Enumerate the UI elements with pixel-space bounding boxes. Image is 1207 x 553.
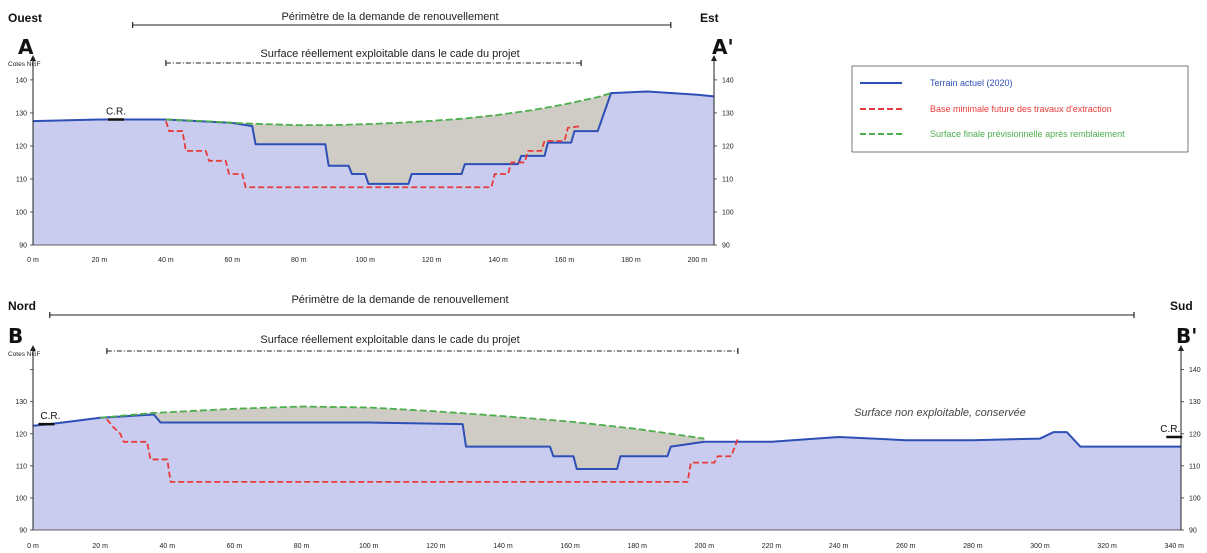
x-tick-label: 60 m xyxy=(227,543,243,550)
x-tick-label: 200 m xyxy=(695,543,715,550)
x-tick-label: 180 m xyxy=(627,543,647,550)
legend-box xyxy=(851,65,1189,153)
x-tick-label: 120 m xyxy=(422,257,442,264)
x-tick-label: 20 m xyxy=(92,257,108,264)
ground-fill xyxy=(33,91,714,245)
profile-b-cr-label-2: C.R. xyxy=(1160,424,1180,435)
x-tick-label: 160 m xyxy=(555,257,575,264)
x-tick-label: 280 m xyxy=(963,543,983,550)
x-tick-label: 200 m xyxy=(688,257,708,264)
x-tick-label: 100 m xyxy=(355,257,375,264)
x-tick-label: 140 m xyxy=(493,543,513,550)
terrain-line xyxy=(32,90,715,185)
terrain-line xyxy=(32,413,1181,471)
final-surface-line xyxy=(100,405,705,440)
profile-a-fills xyxy=(33,91,714,245)
y-tick-label-right: 120 xyxy=(1189,431,1201,438)
y-tick-label-left: 110 xyxy=(16,176,27,183)
y-tick-label-right: 90 xyxy=(1189,528,1197,535)
x-tick-label: 160 m xyxy=(560,543,580,550)
y-tick-label-left: 110 xyxy=(16,463,27,470)
y-tick-label-left: 90 xyxy=(19,528,27,535)
profile-a-perimeter-label: Périmètre de la demande de renouvellemen… xyxy=(281,11,498,23)
y-tick-label-left: 120 xyxy=(15,143,27,150)
profile-b-perimeter-label: Périmètre de la demande de renouvellemen… xyxy=(291,294,508,306)
profile-b-cr-label-1: C.R. xyxy=(40,411,60,422)
extraction-base-line xyxy=(165,120,582,189)
profile-a-lines xyxy=(32,90,715,189)
y-tick-label-left: 100 xyxy=(15,495,27,502)
profile-b-lines xyxy=(32,405,1181,483)
profile-a-label-left: A xyxy=(18,35,34,59)
y-tick-label-left: 130 xyxy=(15,399,27,406)
profile-b-axes: 90 90 100 100 110 110 120 120 130 130 140 0 m 20 m 40… xyxy=(15,312,1201,550)
x-tick-label: 120 m xyxy=(426,543,446,550)
profile-a-dir-right: Est xyxy=(700,11,719,25)
ground-fill xyxy=(33,414,1181,530)
y-tick-label-right: 140 xyxy=(722,77,734,84)
x-tick-label: 220 m xyxy=(762,543,782,550)
profile-b-label-left: B xyxy=(8,324,23,348)
profile-b-annotation: Surface non exploitable, conservée xyxy=(854,407,1026,419)
legend-label-base: Base minimale future des travaux d'extra… xyxy=(930,104,1112,114)
x-tick-label: 40 m xyxy=(159,543,175,550)
x-tick-label: 300 m xyxy=(1030,543,1050,550)
profile-b-ylabel: Cotes NGF xyxy=(8,351,41,358)
profile-a-exploitable-label: Surface réellement exploitable dans le c… xyxy=(260,48,519,60)
y-tick-label-left: 130 xyxy=(15,110,27,117)
y-tick-label-left: 120 xyxy=(15,431,27,438)
x-tick-label: 20 m xyxy=(92,543,108,550)
x-tick-label: 0 m xyxy=(27,543,39,550)
profile-a-cr-label: C.R. xyxy=(106,107,126,118)
legend-label-surface: Surface finale prévisionnelle après remb… xyxy=(930,129,1125,139)
profile-a-chart: 90 90 100 100 110 110 120 120 130 130 140 140 0 m 20 … xyxy=(8,11,734,264)
y-tick-label-left: 100 xyxy=(15,209,27,216)
y-tick-label-right: 130 xyxy=(722,110,734,117)
x-tick-label: 240 m xyxy=(829,543,849,550)
profile-b-exploitable-label: Surface réellement exploitable dans le c… xyxy=(260,334,519,346)
profile-a-label-right: A' xyxy=(712,35,734,59)
extraction-base-line xyxy=(106,418,739,483)
y-tick-label-right: 90 xyxy=(722,243,730,250)
x-tick-label: 180 m xyxy=(621,257,641,264)
profile-a-axes: 90 90 100 100 110 110 120 120 130 130 140 140 0 m 20 … xyxy=(15,22,734,264)
x-tick-label: 100 m xyxy=(359,543,379,550)
y-tick-label-right: 100 xyxy=(1189,495,1201,502)
final-surface-line xyxy=(165,92,612,127)
x-tick-label: 320 m xyxy=(1097,543,1117,550)
profile-b-chart: 90 90 100 100 110 110 120 120 130 130 140 0 m 20 m 40… xyxy=(8,294,1201,550)
x-tick-label: 0 m xyxy=(27,257,39,264)
y-tick-label-left: 90 xyxy=(19,243,27,250)
x-tick-label: 80 m xyxy=(294,543,310,550)
y-tick-label-right: 110 xyxy=(722,176,733,183)
profile-b-dir-left: Nord xyxy=(8,299,36,313)
legend: Terrain actuel (2020) Base minimale futu… xyxy=(851,65,1189,153)
legend-label-terrain: Terrain actuel (2020) xyxy=(930,78,1013,88)
x-tick-label: 340 m xyxy=(1165,543,1185,550)
backfill-area xyxy=(165,93,612,184)
x-tick-label: 260 m xyxy=(896,543,916,550)
y-tick-label-right: 100 xyxy=(722,209,734,216)
y-tick-label-right: 130 xyxy=(1189,399,1201,406)
x-tick-label: 140 m xyxy=(488,257,508,264)
x-tick-label: 40 m xyxy=(158,257,174,264)
profile-b-label-right: B' xyxy=(1176,324,1197,348)
y-tick-label-right: 120 xyxy=(722,143,734,150)
y-tick-label-right: 140 xyxy=(1189,367,1201,374)
profile-b-dir-right: Sud xyxy=(1170,299,1193,313)
y-tick-label-left: 140 xyxy=(15,77,27,84)
x-tick-label: 60 m xyxy=(225,257,241,264)
y-tick-label-right: 110 xyxy=(1189,463,1200,470)
x-tick-label: 80 m xyxy=(291,257,307,264)
profile-a-ylabel: Cotes NGF xyxy=(8,61,41,68)
profile-a-dir-left: Ouest xyxy=(8,11,42,25)
